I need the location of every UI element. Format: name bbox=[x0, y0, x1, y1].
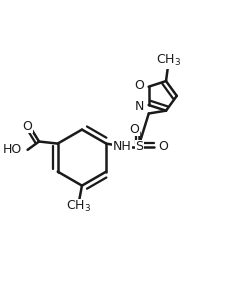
Text: O: O bbox=[134, 79, 143, 92]
Text: O: O bbox=[129, 123, 139, 136]
Text: CH$_3$: CH$_3$ bbox=[66, 199, 91, 214]
Text: CH$_3$: CH$_3$ bbox=[155, 53, 180, 69]
Text: HO: HO bbox=[3, 143, 22, 156]
Text: S: S bbox=[135, 140, 143, 153]
Text: NH: NH bbox=[112, 140, 131, 153]
Text: O: O bbox=[157, 140, 167, 153]
Text: N: N bbox=[134, 100, 143, 113]
Text: O: O bbox=[22, 120, 32, 133]
